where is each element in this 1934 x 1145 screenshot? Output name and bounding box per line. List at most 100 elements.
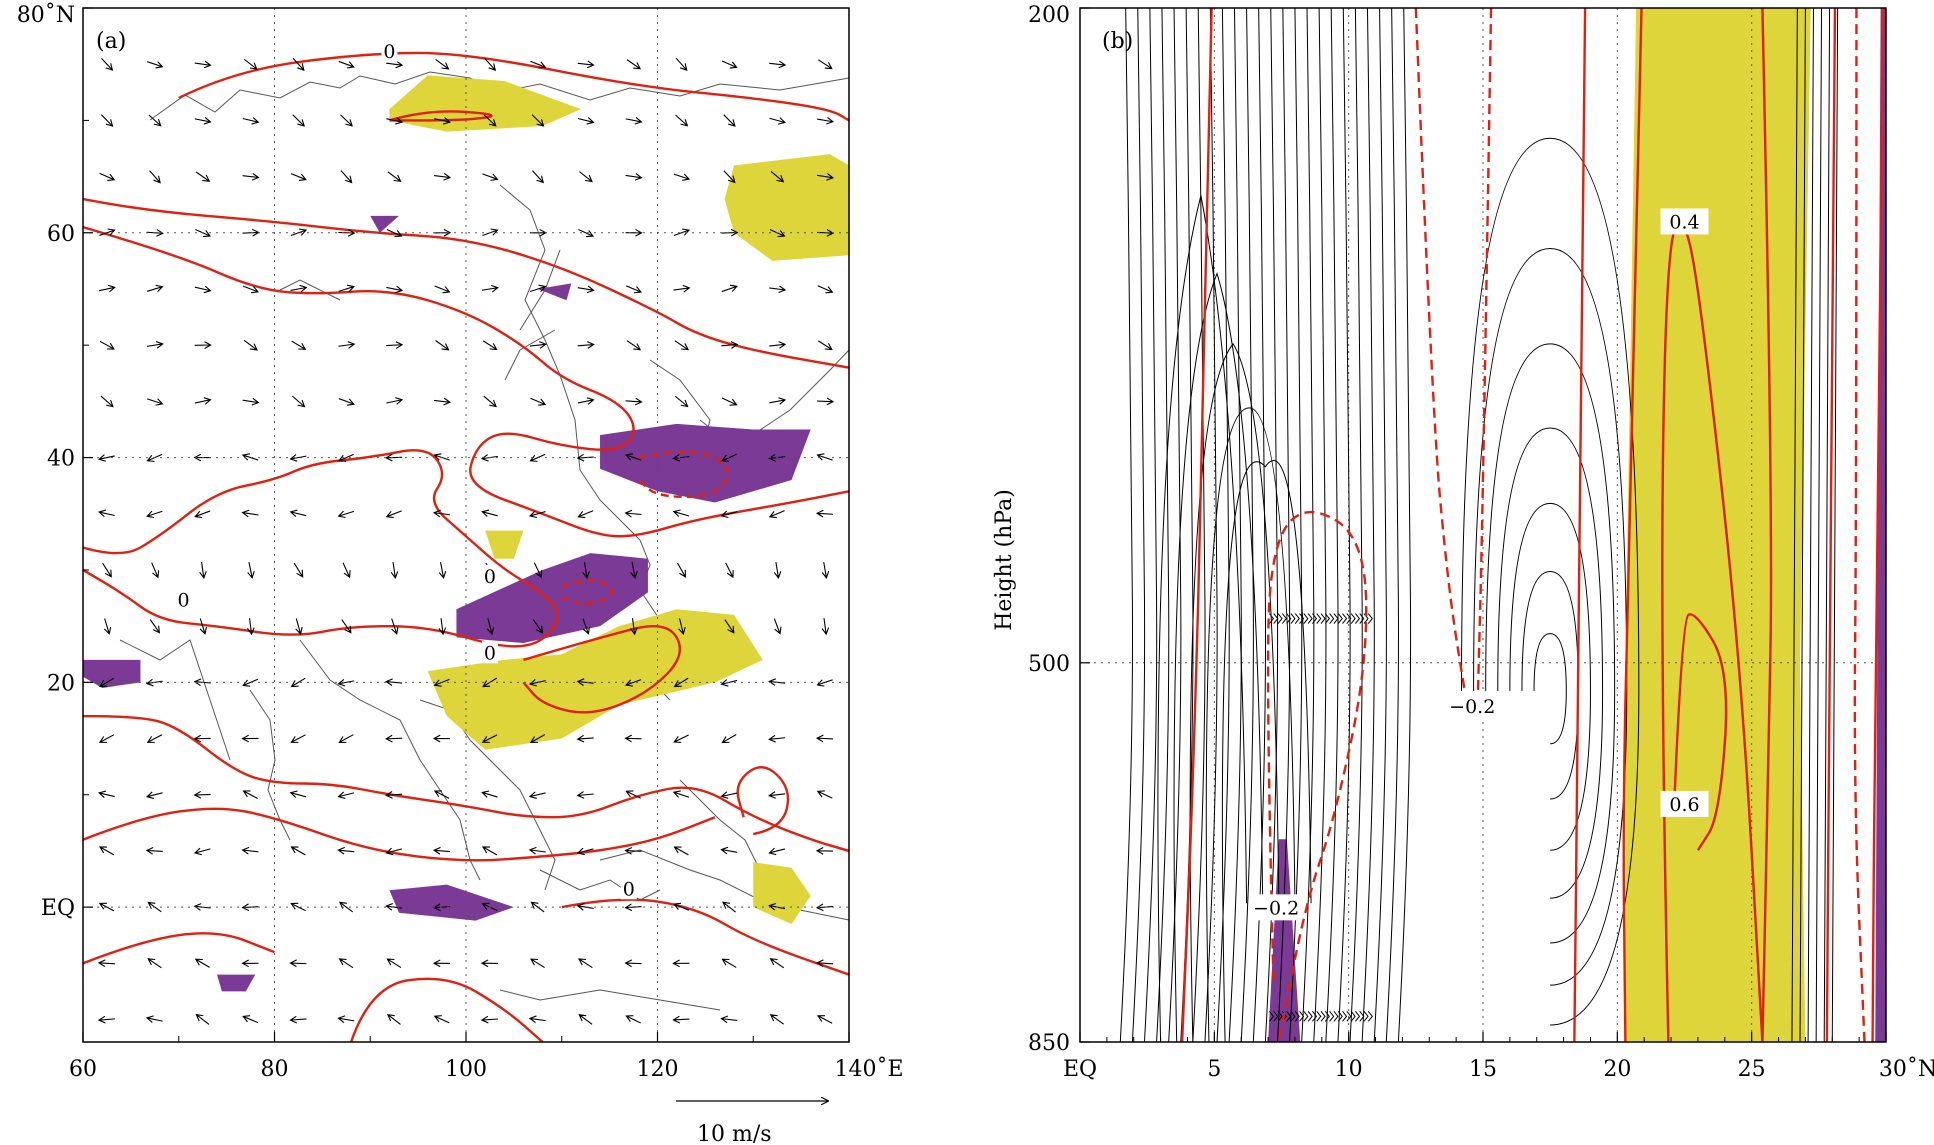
streamline (1173, 272, 1264, 1042)
stream-arrow (1329, 1011, 1335, 1022)
streamline (1815, 8, 1823, 1042)
shaded-region (83, 659, 141, 688)
streamline (1157, 195, 1248, 1042)
wind-vector (576, 847, 594, 856)
wind-vector (390, 561, 399, 580)
streamline (1119, 8, 1134, 1042)
wind-vector (769, 397, 787, 405)
wind-vector (528, 679, 546, 687)
stream-arrow (1342, 1011, 1348, 1022)
shaded-region (753, 862, 811, 924)
wind-vector (721, 284, 738, 293)
wind-vector (385, 903, 403, 911)
contour-line (1761, 8, 1773, 1042)
negative-contour (1853, 8, 1866, 1042)
shaded-region (389, 884, 514, 921)
streamline (1168, 8, 1182, 1042)
contour-line (178, 51, 849, 122)
wind-vector (432, 959, 451, 968)
wind-vector (195, 1013, 210, 1025)
wind-vector (98, 846, 115, 856)
wind-vector (625, 1015, 641, 1024)
shaded-region (600, 423, 811, 503)
streamline (1373, 8, 1387, 1042)
wind-vector (290, 734, 306, 743)
wind-vector (483, 114, 497, 127)
wind-vector (337, 1015, 355, 1023)
wind-vector (625, 285, 643, 294)
wind-vector (242, 397, 260, 406)
wind-vector (103, 618, 112, 635)
contour-line (389, 110, 493, 122)
stream-arrow (1342, 613, 1348, 624)
streamline (1485, 343, 1616, 944)
wind-vector (768, 791, 786, 799)
contour-line (1825, 8, 1837, 1042)
wind-vector (624, 734, 642, 743)
wind-vector (145, 846, 163, 855)
streamline (1533, 633, 1567, 745)
contour-label: 0 (484, 642, 496, 664)
wind-vector (674, 395, 689, 408)
wind-vector (624, 959, 642, 968)
stream-arrow (1359, 1011, 1365, 1022)
y-tick-label: 200 (1028, 3, 1070, 28)
wind-vector (768, 847, 786, 856)
wind-vector (720, 510, 738, 519)
stream-arrow (1355, 1011, 1361, 1022)
wind-vector (241, 846, 259, 855)
wind-vector (289, 959, 307, 968)
wind-vector (433, 678, 450, 687)
streamline (1276, 8, 1291, 1042)
streamline (1473, 247, 1628, 986)
wind-vector (768, 510, 785, 519)
y-tick-label: 80˚N (17, 1, 75, 28)
negative-contour (1266, 510, 1368, 1042)
wind-vector (582, 618, 591, 635)
wind-vector (528, 1015, 546, 1024)
wind-vector (531, 114, 545, 127)
wind-vector (341, 619, 352, 634)
wind-vector (530, 901, 545, 913)
wind-vector (290, 284, 308, 293)
y-tick-label: 60 (47, 222, 75, 247)
y-tick-label: 40 (47, 447, 75, 472)
streamline (1807, 8, 1814, 1042)
stream-arrow (1363, 1011, 1369, 1022)
contour-label: 0 (383, 41, 395, 63)
streamline (1313, 8, 1327, 1042)
x-tick-label: 25 (1738, 1057, 1766, 1082)
stream-arrow (1294, 613, 1300, 624)
wind-vector (530, 397, 547, 406)
wind-vector (480, 959, 498, 968)
wind-vector (675, 114, 689, 127)
stream-arrow (1299, 1011, 1305, 1022)
streamline-layer (1119, 8, 1839, 1042)
stream-arrow (1333, 1011, 1339, 1022)
wind-vector (194, 397, 212, 405)
wind-vector (342, 562, 351, 579)
wind-vector (292, 114, 305, 127)
stream-arrow (1324, 1011, 1330, 1022)
streamline (1156, 8, 1170, 1042)
wind-vector (768, 734, 786, 743)
wind-vector (721, 60, 738, 69)
x-tick-label: 60 (69, 1057, 97, 1082)
wind-vector (247, 562, 255, 579)
panel-a-contour-labels: 0 0 0 0 0 (175, 39, 637, 900)
x-tick-label: 100 (445, 1057, 487, 1082)
contour-label: 0 (177, 589, 189, 611)
wind-vector (145, 791, 163, 799)
stream-arrow (1320, 613, 1326, 624)
wind-vector (242, 678, 259, 687)
wind-vector (624, 903, 642, 912)
wind-vector (672, 790, 690, 798)
streamline (1240, 8, 1254, 1042)
wind-vector (816, 1015, 833, 1024)
shaded-region (370, 215, 399, 233)
streamline (1228, 8, 1242, 1042)
wind-vector (673, 228, 691, 236)
shaded-region (1875, 8, 1886, 1042)
wind-vector (817, 285, 834, 294)
wind-vector (529, 510, 546, 519)
